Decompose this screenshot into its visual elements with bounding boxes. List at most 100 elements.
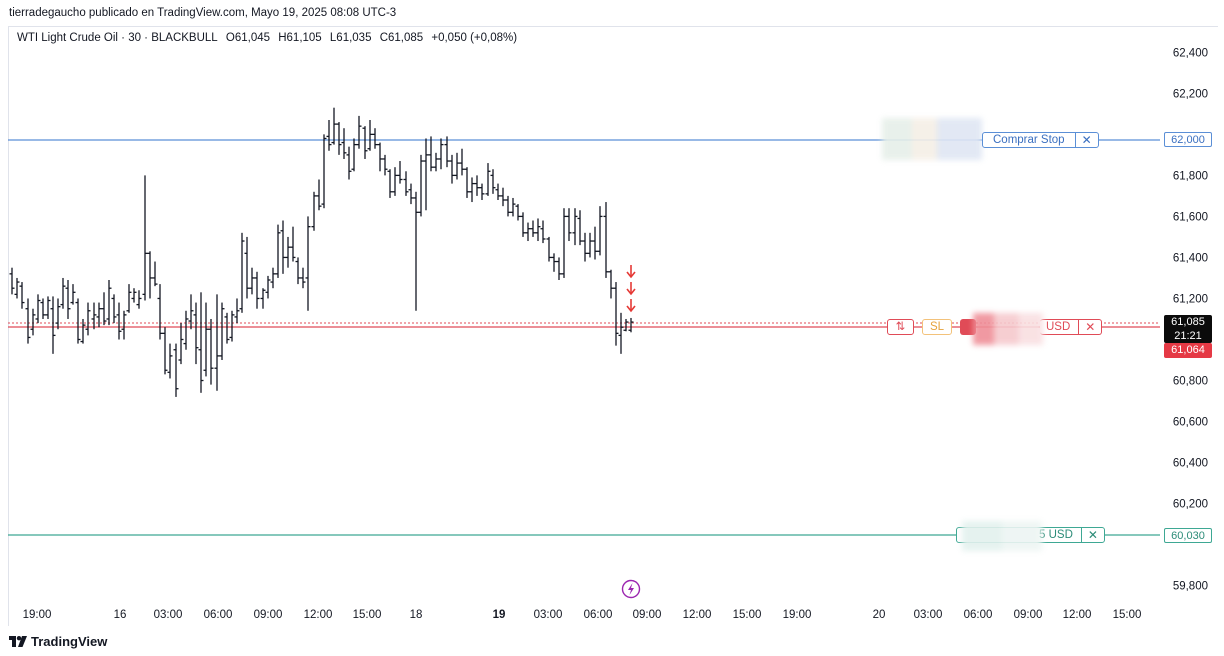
down-arrow-icon (626, 299, 636, 313)
down-arrow-icon (626, 265, 636, 279)
time-tick-label: 06:00 (584, 609, 613, 621)
price-axis: 62,400 62,200 61,800 61,600 61,400 61,200 60,8… (1173, 47, 1208, 592)
time-tick-label: 15:00 (1113, 609, 1142, 621)
ohlc-bar (382, 154, 388, 176)
swap-icon: ⇅ (895, 321, 906, 333)
ohlc-bar (479, 183, 485, 200)
close-icon[interactable]: ✕ (1080, 528, 1104, 542)
ohlc-bar (408, 183, 414, 205)
time-tick-label: 19 (493, 609, 506, 621)
ohlc-bar (193, 302, 199, 365)
ohlc-bar (392, 167, 398, 196)
ohlc-bar (551, 253, 557, 272)
time-tick-label: 20 (873, 609, 886, 621)
ohlc-bar (142, 175, 148, 301)
tp-pnl-text: 5 USD (1039, 529, 1073, 541)
ohlc-bar (336, 122, 342, 155)
close-icon[interactable]: ✕ (1078, 320, 1101, 334)
ohlc-bar (270, 267, 276, 289)
time-tick-label: 16 (114, 609, 127, 621)
ohlc-bar (305, 216, 311, 311)
ohlc-bar (608, 269, 614, 299)
sl-price-tag[interactable]: 61,064 (1164, 343, 1212, 358)
buy-stop-order-label[interactable]: Comprar Stop ✕ (982, 132, 1099, 148)
current-price-tag: 61,085 (1164, 315, 1212, 330)
tradingview-logo[interactable]: TradingView (9, 634, 107, 649)
symbol-name[interactable]: WTI Light Crude Oil · 30 · BLACKBULL (17, 32, 218, 44)
ohlc-bar (428, 136, 434, 172)
ohlc-bar (70, 284, 76, 305)
ohlc-bar (300, 267, 306, 289)
sl-pnl-text: USD (1046, 321, 1071, 333)
ohlc-bar (178, 323, 184, 365)
time-tick-label: 12:00 (1063, 609, 1092, 621)
ohlc-bar (50, 296, 56, 354)
ohlc-bar (613, 282, 619, 346)
ohlc-bar (96, 302, 102, 328)
ohlc-bar (423, 138, 429, 211)
ohlc-bar (91, 302, 97, 330)
sl-order-label[interactable]: USD ✕ (1040, 319, 1103, 335)
ohlc-bar (438, 138, 444, 170)
ohlc-bar (403, 171, 409, 196)
ohlc-bar (582, 232, 588, 262)
ohlc-bar (505, 195, 511, 217)
ohlc-bar (525, 222, 531, 242)
ohlc-bar (469, 177, 475, 203)
ohlc-low: L61,035 (329, 32, 372, 44)
time-tick-label: 15:00 (733, 609, 762, 621)
ohlc-bar (351, 138, 357, 172)
sl-badge[interactable]: SL (922, 319, 952, 335)
ohlc-bar (603, 202, 609, 278)
ohlc-high: H61,105 (278, 32, 322, 44)
ohlc-bar (152, 261, 158, 287)
ohlc-bar (214, 294, 220, 391)
ohlc-bar (30, 308, 36, 336)
ohlc-bar (377, 142, 383, 172)
ohlc-bar (224, 312, 230, 344)
price-tick-label: 61,600 (1173, 211, 1208, 223)
ohlc-bar (285, 236, 291, 268)
sl-swap-button[interactable]: ⇅ (887, 319, 914, 335)
buy-stop-price-tag[interactable]: 62,000 (1164, 132, 1212, 147)
ohlc-bar (290, 226, 296, 262)
time-tick-label: 09:00 (254, 609, 283, 621)
ohlc-bar (280, 220, 286, 274)
ohlc-bar (55, 298, 61, 330)
ohlc-bar (198, 292, 204, 393)
sl-text: SL (929, 321, 945, 333)
ohlc-bar (316, 179, 322, 211)
ohlc-change: +0,050 (+0,08%) (431, 32, 518, 44)
ohlc-bar (183, 310, 189, 350)
ohlc-bar (566, 208, 572, 242)
ohlc-bar (131, 288, 137, 303)
ohlc-bar (265, 275, 271, 299)
time-tick-label: 03:00 (534, 609, 563, 621)
close-icon[interactable]: ✕ (1074, 133, 1098, 147)
ohlc-bar (162, 327, 168, 375)
countdown-tag: 21:21 (1164, 329, 1212, 343)
chart-frame[interactable] (8, 26, 1218, 626)
ohlc-bar (19, 282, 25, 309)
time-tick-label: 06:00 (964, 609, 993, 621)
ohlc-bar (495, 183, 501, 200)
ohlc-bar (444, 136, 450, 168)
ohlc-bar (35, 294, 41, 324)
ohlc-bar (530, 220, 536, 237)
time-tick-label: 03:00 (154, 609, 183, 621)
ohlc-bar (587, 232, 593, 258)
ohlc-bar (40, 298, 46, 319)
ohlc-bar (618, 312, 624, 354)
ohlc-bar (234, 298, 240, 324)
ohlc-bar (157, 284, 163, 340)
ohlc-bar (454, 152, 460, 180)
ohlc-bar (577, 210, 583, 246)
symbol-legend[interactable]: WTI Light Crude Oil · 30 · BLACKBULL O61… (17, 32, 522, 44)
ohlc-bar (65, 280, 71, 319)
lightning-icon[interactable] (621, 579, 641, 599)
tp-price-tag[interactable]: 60,030 (1164, 528, 1212, 543)
ohlc-bar (249, 267, 255, 295)
ohlc-bar (362, 126, 368, 159)
time-axis: 19:00 16 03:00 06:00 09:00 12:00 15:00 18 19 03:0… (23, 609, 1142, 621)
sl-drag-handle[interactable] (960, 319, 976, 335)
